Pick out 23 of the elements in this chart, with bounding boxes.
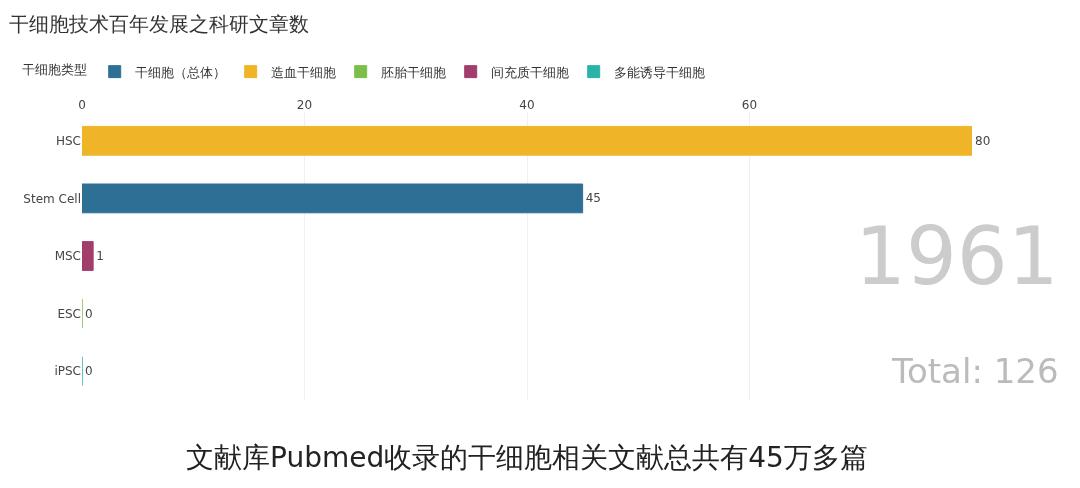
data-label: 45 bbox=[585, 191, 601, 206]
chart-title: 干细胞技术百年发展之科研文章数 bbox=[8, 12, 309, 37]
y-tick-label: HSC bbox=[55, 134, 81, 148]
data-label: 80 bbox=[975, 133, 991, 148]
y-tick-label: iPSC bbox=[54, 364, 81, 379]
y-tick-label: MSC bbox=[54, 249, 81, 264]
y-tick-label: ESC bbox=[57, 306, 81, 321]
data-label: 0 bbox=[85, 364, 93, 379]
legend-label: 间充质干细胞 bbox=[490, 64, 569, 80]
legend-title: 干细胞类型 bbox=[21, 61, 87, 77]
annotation: Total: 126 bbox=[891, 351, 1059, 391]
y-tick-label: Stem Cell bbox=[23, 191, 81, 206]
legend-label: 多能诱导干细胞 bbox=[613, 64, 705, 80]
x-tick-label: 40 bbox=[519, 97, 535, 112]
legend-label: 造血干细胞 bbox=[270, 64, 336, 80]
x-tick-label: 20 bbox=[296, 97, 313, 112]
x-tick-label: 60 bbox=[741, 97, 758, 112]
data-label: 0 bbox=[85, 306, 93, 321]
data-label: 1 bbox=[96, 249, 104, 263]
legend-label: 胚胎干细胞 bbox=[380, 64, 446, 80]
legend-label: 干细胞（总体） bbox=[134, 64, 226, 80]
x-tick-label: 0 bbox=[78, 97, 86, 112]
text: 文献库Pubmed收录的干细胞相关文献总共有45万多篇 bbox=[186, 441, 868, 474]
